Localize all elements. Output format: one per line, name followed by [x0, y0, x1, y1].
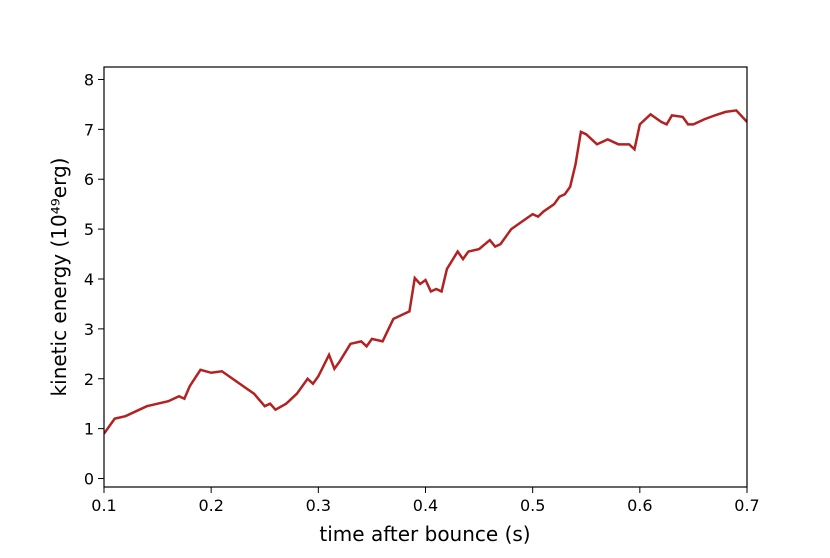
- y-tick-label: 0: [84, 470, 94, 489]
- x-tick-label: 0.4: [413, 496, 438, 515]
- y-tick-label: 3: [84, 320, 94, 339]
- y-tick-label: 1: [84, 420, 94, 439]
- plot-frame: [103, 66, 748, 488]
- y-tick-label: 6: [84, 170, 94, 189]
- x-tick-label: 0.1: [91, 496, 116, 515]
- y-tick-label: 2: [84, 370, 94, 389]
- x-tick-label: 0.7: [734, 496, 759, 515]
- x-tick-label: 0.2: [198, 496, 223, 515]
- x-tick-label: 0.3: [306, 496, 331, 515]
- data-line: [104, 109, 747, 435]
- y-tick-label: 7: [84, 120, 94, 139]
- x-tick-label: 0.5: [520, 496, 545, 515]
- y-tick-label: 5: [84, 220, 94, 239]
- y-tick-label: 8: [84, 70, 94, 89]
- x-axis-label: time after bounce (s): [319, 522, 530, 546]
- y-axis-label: kinetic energy (10⁴⁹erg): [47, 158, 71, 397]
- x-tick-label: 0.6: [627, 496, 652, 515]
- y-tick-label: 4: [84, 270, 94, 289]
